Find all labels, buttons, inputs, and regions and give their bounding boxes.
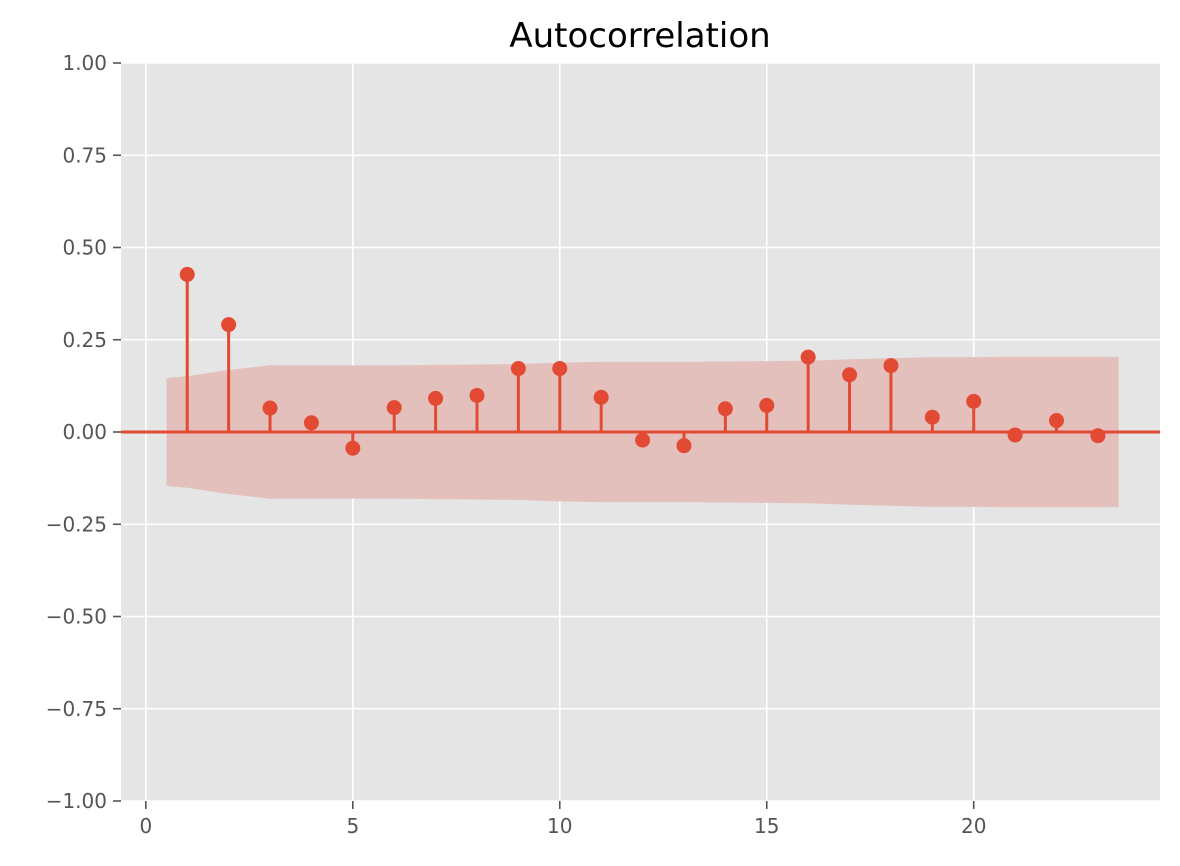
- stem-marker: [1090, 428, 1106, 444]
- stem-marker: [593, 389, 609, 405]
- y-tick-label: 0.25: [62, 328, 107, 352]
- stem-marker: [262, 400, 278, 416]
- y-tick-label: 0.75: [62, 143, 107, 167]
- stem-marker: [800, 349, 816, 365]
- stem-marker: [469, 387, 485, 403]
- stem-marker: [386, 400, 402, 416]
- stem-marker: [179, 266, 195, 282]
- y-tick-label: −0.75: [46, 697, 107, 721]
- stem-marker: [676, 438, 692, 454]
- stem-marker: [345, 440, 361, 456]
- stem-marker: [1007, 427, 1023, 443]
- stems-group: [179, 266, 1106, 456]
- y-axis: 1.00 0.75 0.50 0.25 0.00 −0.25 −0.50 −0.75 −1.00: [46, 51, 121, 813]
- stem-marker: [966, 393, 982, 409]
- stem-marker: [221, 317, 237, 333]
- x-axis: 0 5 10 15 20: [139, 801, 986, 838]
- y-tick-label: −0.50: [46, 605, 107, 629]
- y-gridlines: [121, 62, 1160, 802]
- y-tick-label: 0.50: [62, 236, 107, 260]
- stem-marker: [303, 415, 319, 431]
- x-tick-label: 5: [346, 814, 359, 838]
- stem-marker: [924, 409, 940, 425]
- x-tick-label: 0: [139, 814, 152, 838]
- x-tick-label: 10: [547, 814, 572, 838]
- stem-marker: [717, 401, 733, 417]
- x-tick-label: 15: [754, 814, 779, 838]
- stem-marker: [759, 397, 775, 413]
- stem-marker: [552, 361, 568, 377]
- stem-marker: [510, 361, 526, 377]
- stem-marker: [883, 358, 899, 374]
- x-tick-label: 20: [961, 814, 986, 838]
- y-tick-label: 0.00: [62, 420, 107, 444]
- stem-marker: [842, 367, 858, 383]
- y-tick-label: −1.00: [46, 789, 107, 813]
- stem-marker: [635, 432, 651, 448]
- stem-marker: [1049, 413, 1065, 429]
- stem-marker: [428, 390, 444, 406]
- y-tick-label: −0.25: [46, 512, 107, 536]
- chart-title: Autocorrelation: [509, 16, 770, 56]
- y-tick-label: 1.00: [62, 51, 107, 75]
